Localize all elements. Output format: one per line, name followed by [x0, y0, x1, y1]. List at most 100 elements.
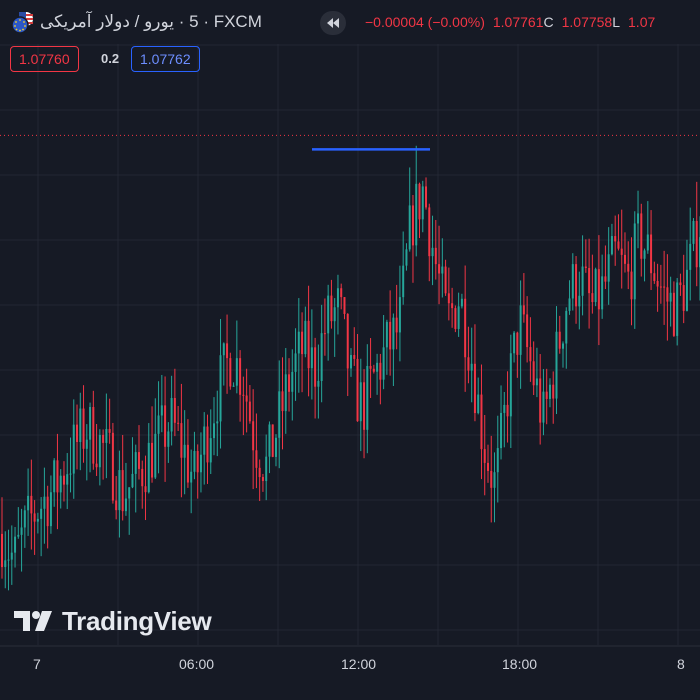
candle-up — [222, 343, 225, 356]
candle-up — [89, 407, 92, 440]
candle-up — [477, 394, 480, 414]
candle-up — [27, 495, 30, 511]
candle-up — [69, 473, 72, 475]
sell-price-button[interactable]: 1.07760 — [10, 46, 79, 72]
candle-up — [565, 310, 568, 344]
candle-down — [480, 394, 483, 450]
time-label-1800: 18:00 — [502, 656, 538, 672]
candle-up — [562, 343, 565, 349]
candle-up — [124, 498, 127, 512]
candle-up — [59, 475, 62, 493]
candle-down — [108, 428, 111, 433]
candle-down — [363, 382, 366, 430]
candle-up — [118, 470, 121, 511]
candle-down — [379, 362, 382, 380]
buy-price-button[interactable]: 1.07762 — [131, 46, 200, 72]
candle-up — [692, 220, 695, 244]
time-label-8: 8 — [677, 656, 685, 672]
candle-up — [79, 408, 82, 442]
low-label: L — [612, 14, 621, 30]
candle-up — [568, 298, 571, 311]
candle-down — [659, 286, 662, 288]
candle-up — [676, 282, 679, 336]
candle-up — [431, 247, 434, 257]
candle-down — [314, 347, 317, 387]
candle-down — [62, 475, 65, 485]
candle-down — [1, 533, 3, 568]
candle-up — [519, 305, 522, 355]
candle-up — [203, 426, 206, 455]
legend-header: یورو / دولار آمریکی · 5 · FXCM −0.00004 … — [0, 0, 700, 44]
time-label-1200: 12:00 — [341, 656, 377, 672]
tradingview-logo-icon — [14, 611, 52, 631]
low-value: 1.07758 — [561, 14, 613, 30]
candle-up — [291, 371, 294, 392]
candle-down — [506, 404, 509, 417]
rewind-button[interactable] — [320, 11, 346, 35]
candle-down — [672, 292, 675, 336]
candle-down — [516, 332, 519, 355]
candle-down — [229, 358, 232, 387]
candle-up — [359, 382, 362, 422]
candle-up — [398, 297, 401, 333]
candle-up — [98, 434, 101, 468]
candle-down — [620, 248, 623, 255]
candle-down — [695, 220, 698, 268]
candle-up — [385, 321, 388, 348]
candle-up — [183, 444, 186, 458]
candle-down — [252, 421, 255, 451]
candle-up — [421, 186, 424, 220]
candle-up — [4, 560, 7, 568]
candle-down — [682, 285, 685, 311]
candle-down — [92, 407, 95, 464]
eu-us-flag-icon — [10, 11, 34, 35]
candle-down — [353, 355, 356, 359]
candle-up — [327, 295, 330, 334]
candle-down — [532, 361, 535, 386]
candle-up — [297, 331, 300, 354]
candle-down — [438, 264, 441, 274]
candle-down — [529, 347, 532, 362]
candle-down — [418, 183, 421, 220]
candle-down — [177, 422, 180, 424]
candle-up — [105, 428, 108, 443]
candle-down — [545, 391, 548, 399]
candle-up — [382, 347, 385, 380]
candle-down — [454, 308, 457, 329]
candle-down — [451, 303, 454, 309]
candle-down — [271, 424, 274, 457]
candle-down — [82, 408, 85, 449]
candle-down — [623, 254, 626, 264]
candle-up — [232, 385, 235, 387]
watermark-text: TradingView — [62, 605, 212, 636]
tradingview-watermark: TradingView — [14, 603, 212, 639]
candle-up — [509, 353, 512, 417]
candle-down — [656, 280, 659, 287]
candle-down — [434, 247, 437, 265]
candle-down — [552, 384, 555, 399]
candle-up — [317, 380, 320, 387]
candle-up — [405, 249, 408, 266]
time-label-0600: 06:00 — [179, 656, 215, 672]
candle-down — [242, 394, 245, 396]
candle-down — [137, 452, 140, 469]
candle-down — [627, 263, 630, 272]
candle-up — [610, 236, 613, 255]
symbol-title[interactable]: یورو / دولار آمریکی · 5 · FXCM — [40, 12, 262, 31]
candle-down — [575, 264, 578, 307]
candle-up — [190, 471, 193, 483]
candle-up — [40, 508, 43, 519]
candle-up — [17, 534, 20, 537]
candle-up — [392, 317, 395, 350]
candle-down — [679, 282, 682, 286]
candle-up — [154, 433, 157, 478]
candle-up — [336, 288, 339, 308]
candle-up — [457, 306, 460, 329]
candle-down — [288, 374, 291, 392]
candle-down — [663, 286, 666, 288]
candle-down — [196, 451, 199, 473]
candle-up — [366, 365, 369, 430]
candle-up — [571, 264, 574, 299]
